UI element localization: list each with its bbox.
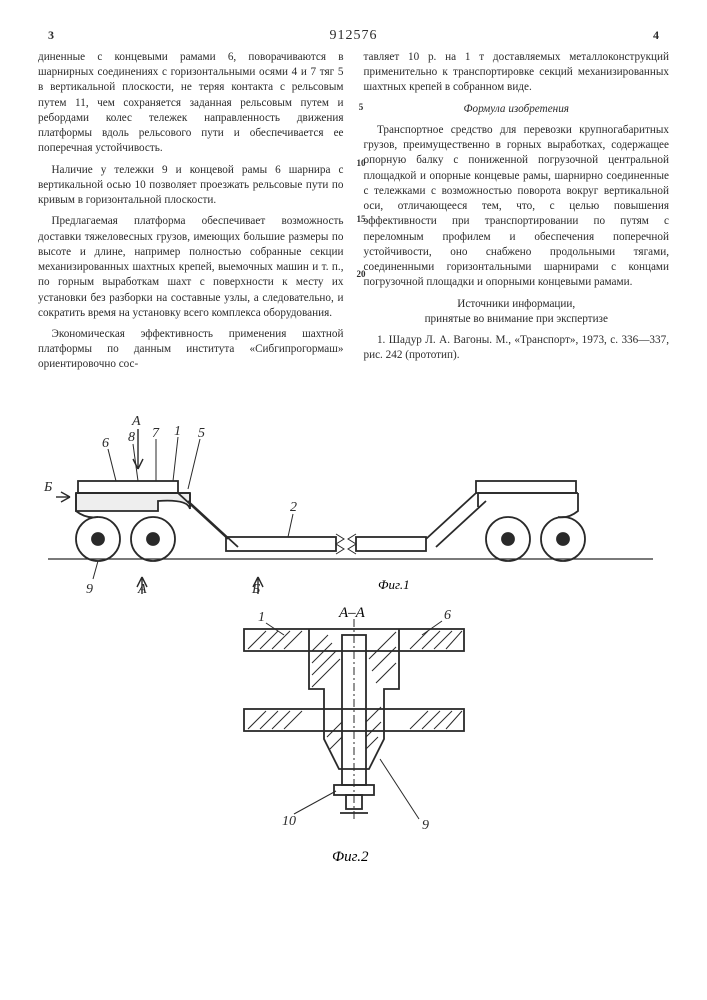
fig2-callout-6: 6 [444,608,451,623]
left-p2: Наличие у тележки 9 и концевой рамы 6 ша… [38,163,344,209]
fig1-label: Фиг.1 [378,577,410,592]
page: 3 4 912576 5 10 15 20 диненные с концевы… [0,0,707,1000]
right-p3-source: 1. Шадур Л. А. Вагоны. М., «Транспорт», … [364,333,670,363]
callout-9: 9 [86,582,93,597]
fig2-callout-1: 1 [258,610,265,625]
callout-5: 5 [198,426,205,441]
callout-8: 8 [128,430,135,445]
left-column: диненные с концевыми рамами 6, поворачив… [38,50,344,379]
callout-A-top: A [131,414,141,429]
left-p1: диненные с концевыми рамами 6, поворачив… [38,50,344,157]
mark-5: 5 [355,80,367,136]
left-p3: Предлагаемая платформа обеспечивает возм… [38,214,344,321]
callout-1: 1 [174,424,181,439]
callout-7: 7 [152,426,160,441]
figures-area: A Б 6 8 7 1 5 2 9 A Б Фиг.1 А–А [38,389,669,879]
callout-A-bot: A [137,582,147,597]
fig2-label: Фиг.2 [332,849,369,865]
mark-20: 20 [355,247,367,303]
page-number-left: 3 [48,28,54,43]
sources-title: Источники информации, принятые во вниман… [364,297,670,327]
callout-6: 6 [102,436,109,451]
page-number-right: 4 [653,28,659,43]
callout-2: 2 [290,500,297,515]
mark-10: 10 [355,136,367,192]
fig2-callout-9: 9 [422,818,429,833]
section-AA-label: А–А [338,605,366,621]
left-p4: Экономическая эффективность применения ш… [38,327,344,373]
fig2-callout-10: 10 [282,814,296,829]
claims-title: Формула изобретения [364,102,670,117]
line-number-marks: 5 10 15 20 [355,80,367,303]
right-p2-claim: Транспортное средство для перевозки круп… [364,123,670,291]
figure-2: А–А [204,599,504,879]
callout-B-bot: Б [251,582,260,597]
right-p1: тавляет 10 р. на 1 т доставляемых металл… [364,50,670,96]
text-columns: диненные с концевыми рамами 6, поворачив… [38,50,669,379]
right-column: тавляет 10 р. на 1 т доставляемых металл… [364,50,670,379]
document-number: 912576 [38,28,669,44]
callout-B-left: Б [43,480,52,495]
figure-1: A Б 6 8 7 1 5 2 9 A Б Фиг.1 [38,389,663,599]
mark-15: 15 [355,192,367,248]
